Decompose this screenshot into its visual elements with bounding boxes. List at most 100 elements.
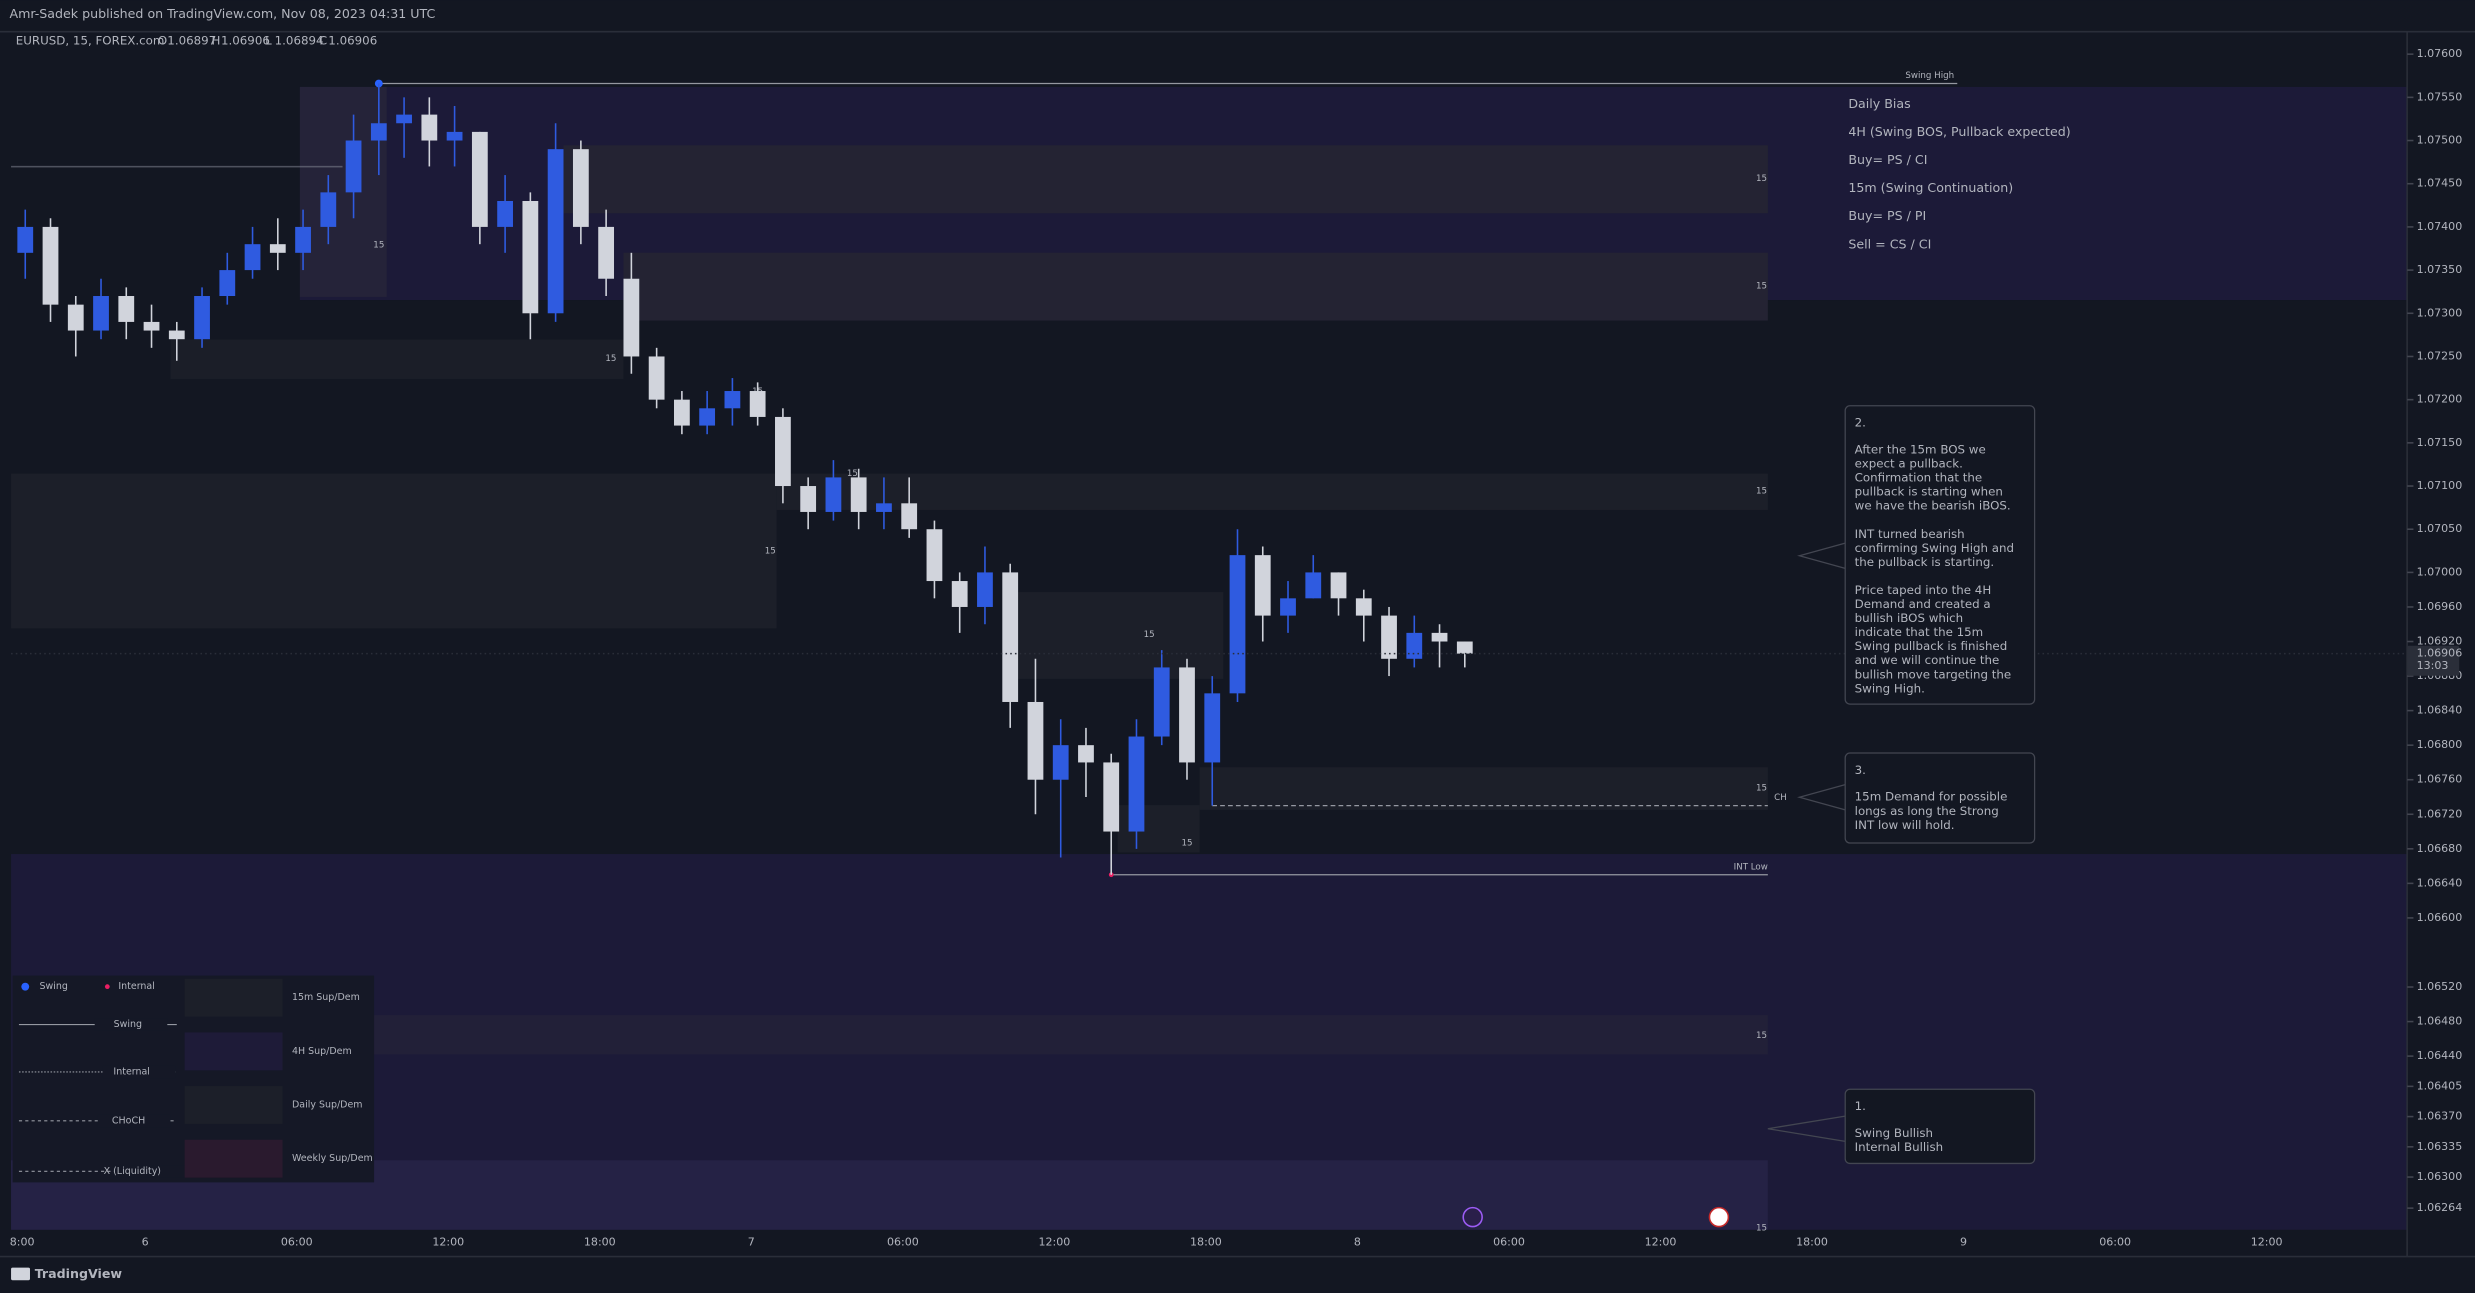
level-label: CH <box>1774 793 1787 803</box>
candle-body <box>1128 736 1145 832</box>
y-tick-label: 1.06960 <box>2417 600 2463 613</box>
annotation-line: Internal Bullish <box>1855 1140 1943 1154</box>
x-tick-label: 12:00 <box>432 1235 464 1248</box>
published-line: Amr-Sadek published on TradingView.com, … <box>9 6 435 21</box>
zone-label: 15 <box>1756 783 1767 793</box>
candle-body <box>749 391 766 417</box>
ohlc-label: C <box>319 34 327 48</box>
callout-pointer <box>1797 784 1846 811</box>
annotation-line: longs as long the Strong <box>1855 804 1999 818</box>
annotation-line: pullback is starting when <box>1855 485 2003 499</box>
candle-body <box>269 244 286 253</box>
candle-body <box>1305 572 1322 599</box>
x-tick-label: 12:00 <box>1039 1235 1071 1248</box>
zone-label: 15 <box>1181 839 1192 849</box>
y-tick-label: 1.06640 <box>2417 876 2463 889</box>
plot: 15151515151515151515151515Swing HighCHIN… <box>11 71 2408 1234</box>
candle-body <box>850 477 867 512</box>
zone-15m <box>170 339 624 379</box>
legend-label: Internal <box>118 981 155 992</box>
candle-body <box>598 226 615 279</box>
zone-label: 15 <box>1756 1031 1767 1041</box>
legend-label: X (Liquidity) <box>104 1166 161 1177</box>
candle-body <box>143 321 160 331</box>
candle-body <box>901 503 918 530</box>
annotation-line: Price taped into the 4H <box>1855 583 1992 597</box>
y-tick-label: 1.07350 <box>2417 263 2463 276</box>
bias-line: Buy= PS / CI <box>1848 152 1927 167</box>
zone-label: 15 <box>1756 174 1767 184</box>
annotation-line: INT turned bearish <box>1855 527 1965 541</box>
candle-body <box>1431 632 1448 642</box>
candle-body <box>219 270 236 297</box>
candle-body <box>699 408 716 426</box>
candle-body <box>118 296 135 322</box>
candle-body <box>1381 615 1397 659</box>
candle-body <box>775 416 791 487</box>
candle-body <box>17 226 34 253</box>
candle-body <box>1002 572 1019 702</box>
candle-body <box>1078 745 1094 763</box>
symbol-title: EURUSD, 15, FOREX.com <box>16 34 165 48</box>
zone-label: 15 <box>1756 281 1767 291</box>
annotation-line: and we will continue the <box>1855 653 2000 667</box>
bias-line: Daily Bias <box>1848 96 1910 111</box>
annotation-line: expect a pullback. <box>1855 457 1963 471</box>
zone-15m <box>299 86 387 297</box>
candle-body <box>1254 555 1271 616</box>
zone-label: 15 <box>1756 487 1767 497</box>
y-tick-label: 1.06760 <box>2417 773 2463 786</box>
y-tick-label: 1.06920 <box>2417 635 2463 648</box>
candle-body <box>396 114 412 124</box>
zone-label: 15 <box>1756 1224 1767 1234</box>
y-tick-label: 1.06370 <box>2417 1110 2463 1123</box>
legend-label: CHoCH <box>112 1115 145 1126</box>
legend-swatch <box>184 978 283 1017</box>
ohlc-value: 1.06897 <box>167 34 216 48</box>
legend-bg <box>102 1065 176 1079</box>
x-tick-label: 06:00 <box>2099 1235 2131 1248</box>
annotation-line: Demand and created a <box>1855 597 1991 611</box>
y-tick-label: 1.07400 <box>2417 220 2463 233</box>
candle-body <box>1179 667 1195 763</box>
annotation-line: bullish iBOS which <box>1855 611 1964 625</box>
legend-swatch <box>104 984 110 990</box>
zone-label: 15 <box>765 547 776 557</box>
candle-body <box>421 114 438 141</box>
y-tick-label: 1.07550 <box>2417 90 2463 103</box>
candle-body <box>1355 598 1372 616</box>
ohlc-value: 1.06906 <box>328 34 377 48</box>
annotation-line: Swing High. <box>1855 681 1925 695</box>
annotation-line: indicate that the 15m <box>1855 625 1984 639</box>
candle-body <box>471 131 488 227</box>
zone-4h <box>374 1015 1768 1055</box>
x-tick-label: 6 <box>142 1235 149 1248</box>
legend-label: Daily Sup/Dem <box>292 1100 363 1111</box>
candle-body <box>1103 762 1120 832</box>
legend-bg <box>113 1165 187 1178</box>
y-tick-label: 1.06405 <box>2417 1079 2463 1092</box>
candle-body <box>876 503 892 512</box>
legend-label: Swing <box>39 981 67 992</box>
candle-body <box>1330 572 1347 599</box>
zone-daily <box>11 473 777 629</box>
legend-label: Swing <box>114 1019 142 1030</box>
event-icon[interactable] <box>1708 1206 1730 1228</box>
candle-body <box>194 296 210 340</box>
annotation-line: the pullback is starting. <box>1855 555 1994 569</box>
legend-swatch <box>184 1032 283 1071</box>
candle-body <box>1280 598 1296 616</box>
x-tick-label: 8:00 <box>10 1235 35 1248</box>
candle-body <box>648 356 665 400</box>
candle-body <box>295 226 311 253</box>
event-icon[interactable] <box>1462 1206 1483 1228</box>
y-tick-label: 1.06800 <box>2417 738 2463 751</box>
zone-label: 15 <box>847 469 858 479</box>
legend-label: Weekly Sup/Dem <box>292 1153 373 1164</box>
annotation-box <box>1844 405 2036 705</box>
x-tick-label: 12:00 <box>2251 1235 2283 1248</box>
x-tick-label: 12:00 <box>1645 1235 1677 1248</box>
zone-15m <box>776 473 1768 510</box>
y-tick-label: 1.06264 <box>2417 1201 2463 1214</box>
